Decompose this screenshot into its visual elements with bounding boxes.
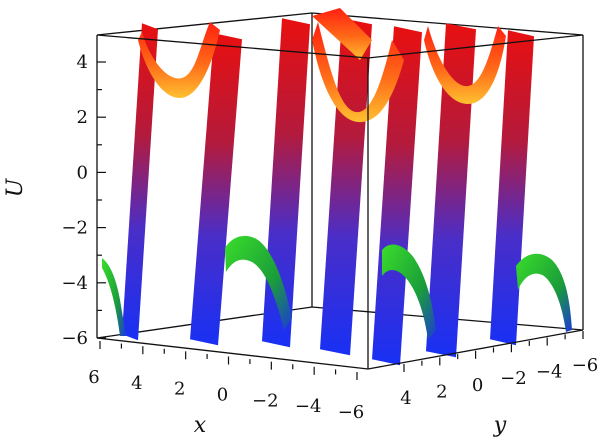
surface-band [122, 23, 158, 341]
surface-crest [424, 26, 506, 104]
surface-trough [225, 235, 292, 330]
z-tick-label: 0 [77, 162, 88, 183]
y-tick-label: −4 [536, 362, 563, 383]
y-axis-label: y [493, 413, 507, 438]
surface-crest [312, 22, 404, 123]
plot-box-front [96, 34, 584, 370]
surface-crest [312, 8, 372, 60]
z-tick-label: 4 [77, 52, 88, 73]
y-tick-label: −6 [572, 355, 599, 376]
surface-band [490, 30, 534, 346]
x-tick-label: 2 [174, 379, 185, 400]
y-axis: 4 2 0 −2 −4 −6 [400, 331, 598, 409]
z-tick-label: 2 [77, 107, 88, 128]
surface-crest [138, 22, 220, 98]
x-tick-label: −6 [338, 402, 365, 423]
z-tick-label: −2 [61, 218, 88, 239]
z-tick-label: −6 [61, 328, 88, 349]
x-tick-label: 4 [131, 373, 142, 394]
surface-band [426, 23, 476, 358]
z-tick-label: −4 [61, 273, 88, 294]
z-axis: 4 2 0 −2 −4 −6 [61, 52, 106, 349]
y-tick-label: 4 [400, 388, 411, 409]
x-tick-label: −2 [252, 390, 279, 411]
x-tick-label: 0 [217, 385, 228, 406]
y-tick-label: 2 [436, 381, 447, 402]
x-tick-label: 6 [88, 367, 99, 388]
y-tick-label: −2 [500, 368, 527, 389]
surface-band [372, 26, 422, 366]
y-tick-label: 0 [472, 375, 483, 396]
z-axis-label: U [3, 177, 28, 197]
surface-band [320, 18, 372, 356]
surface [102, 8, 572, 366]
x-axis: 6 4 2 0 −2 −4 −6 [88, 341, 364, 423]
surface-trough [102, 258, 126, 336]
x-tick-label: −4 [295, 396, 322, 417]
surface-trough [516, 253, 572, 332]
surface-band [190, 33, 242, 346]
surface-trough [382, 244, 436, 340]
x-axis-label: x [194, 413, 207, 438]
